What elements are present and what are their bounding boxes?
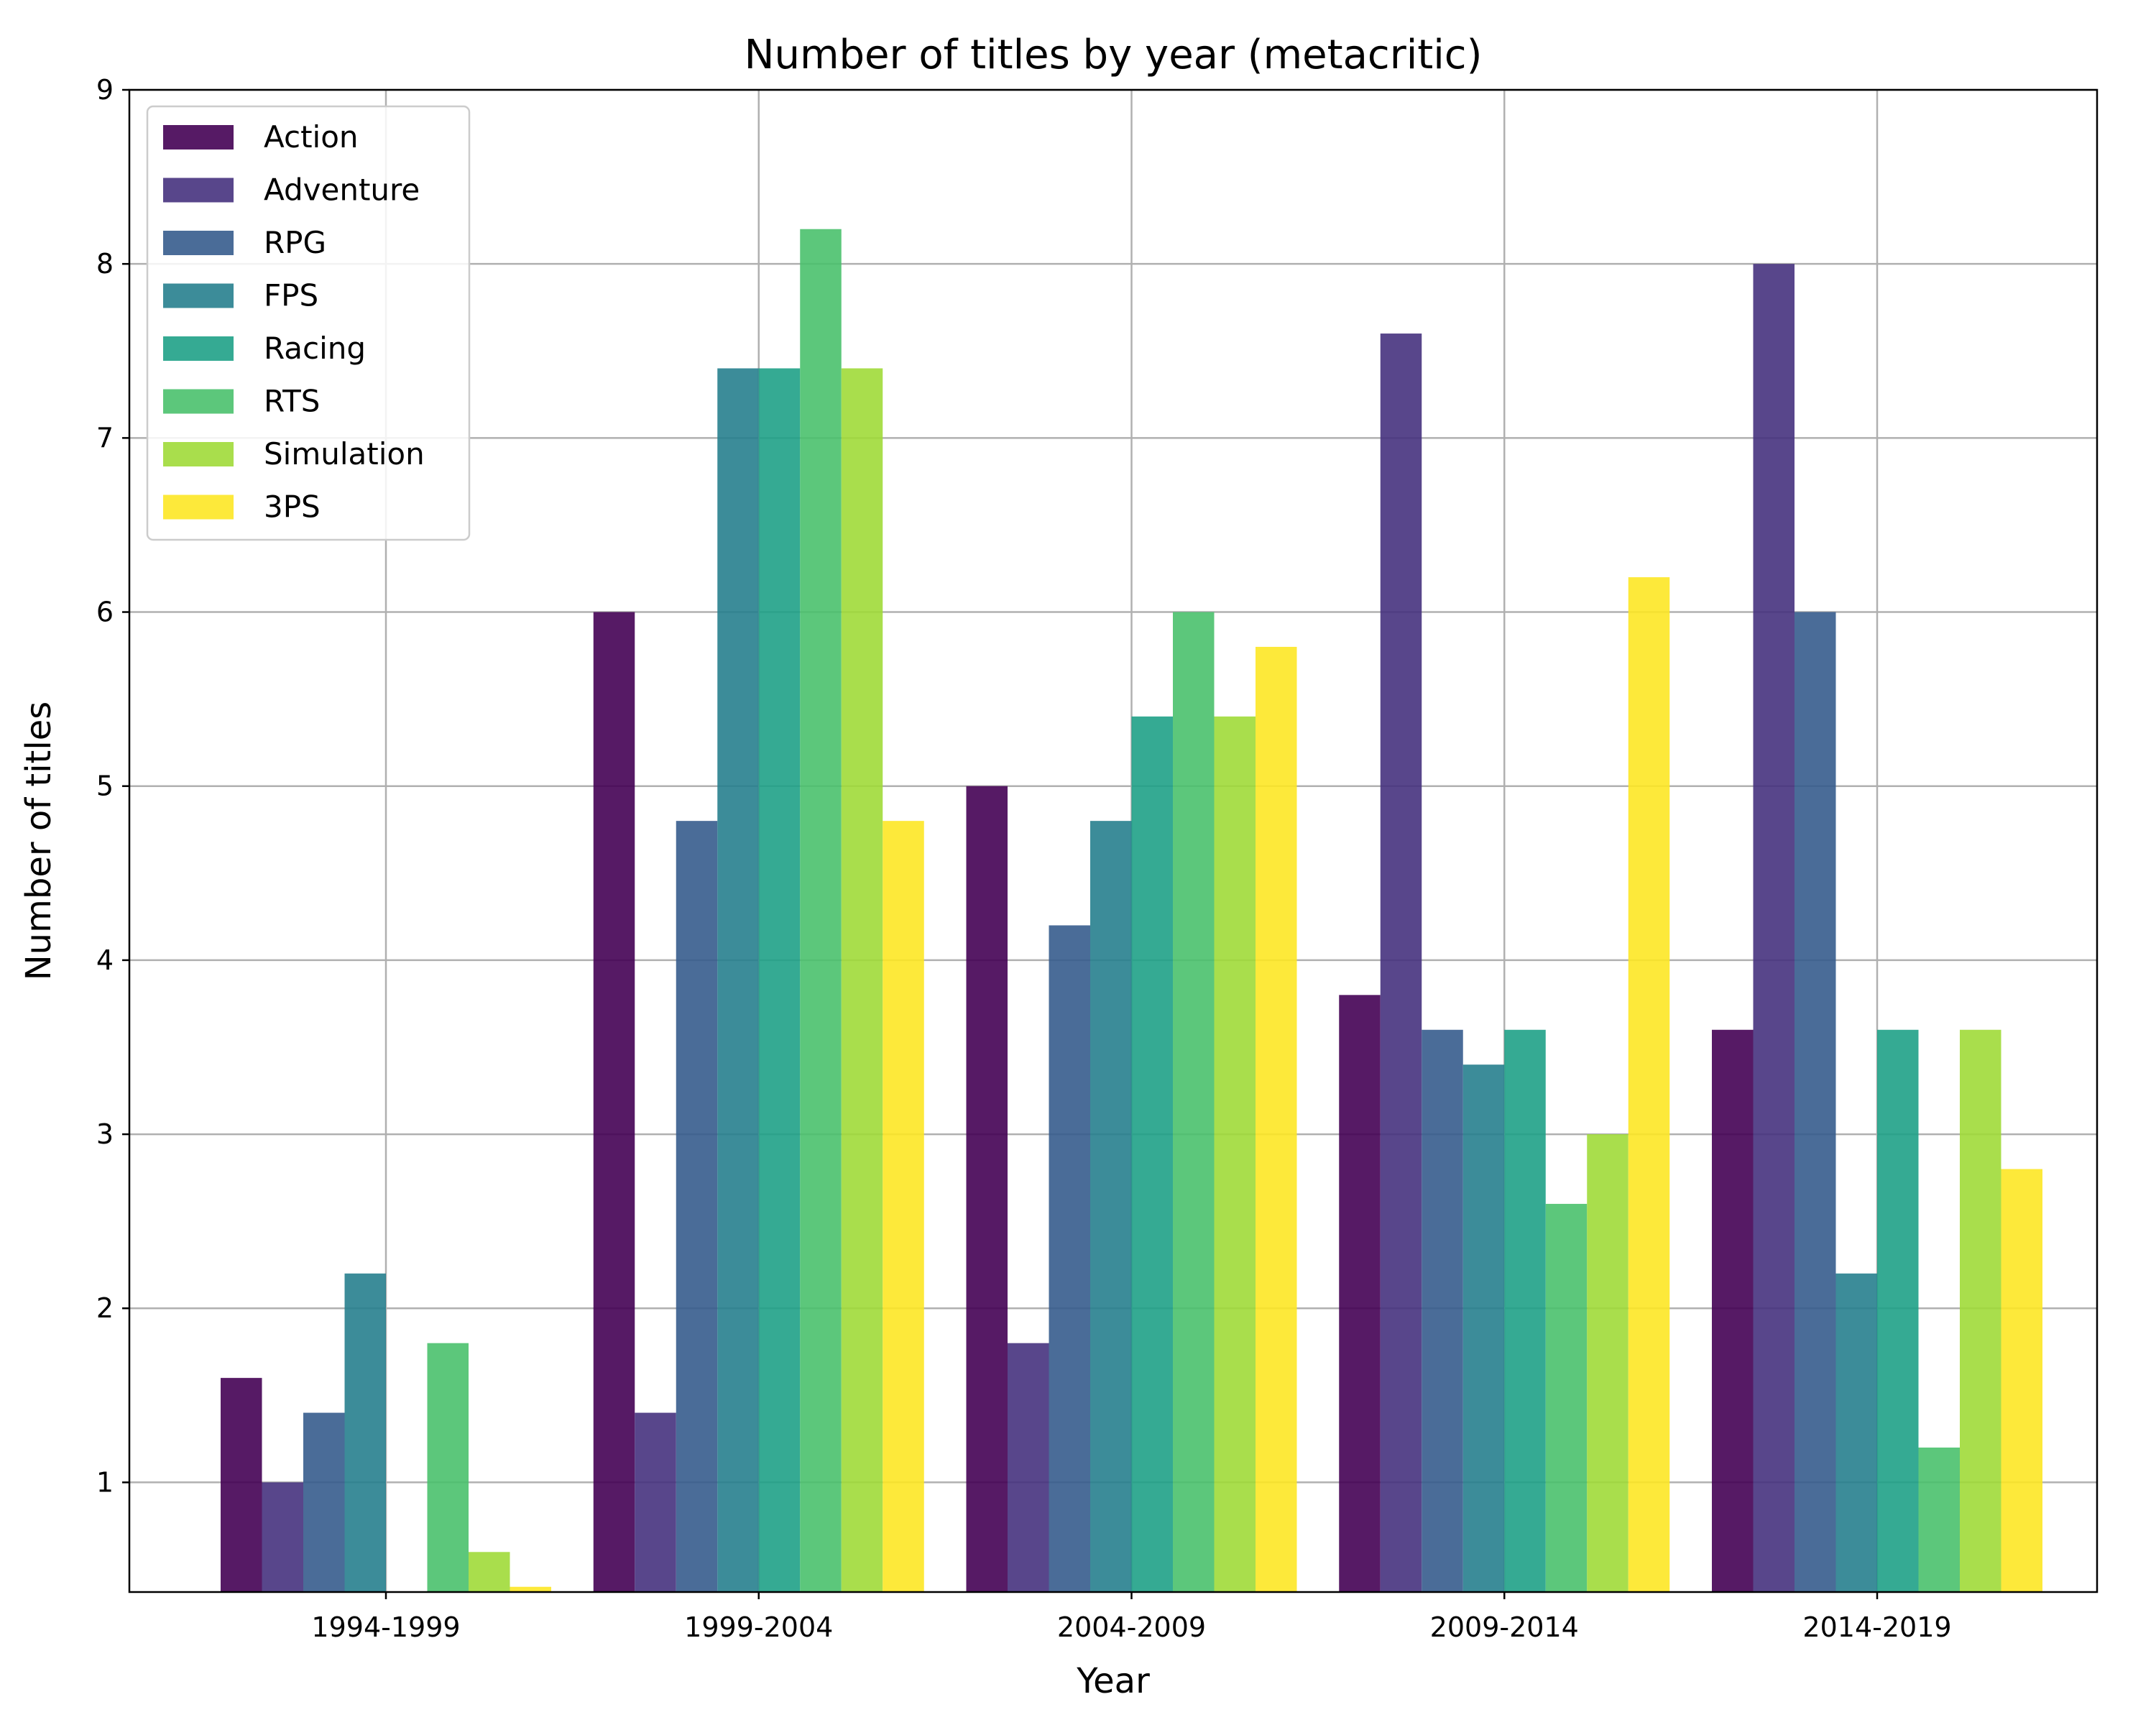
y-tick-label: 2 xyxy=(96,1292,114,1324)
bar-3ps-2004-2009 xyxy=(1256,646,1297,1593)
bar-simulation-2009-2014 xyxy=(1587,1134,1628,1592)
y-tick-label: 8 xyxy=(96,248,114,280)
bar-action-1999-2004 xyxy=(593,612,635,1592)
legend-label-3ps: 3PS xyxy=(264,489,321,525)
bar-3ps-2009-2014 xyxy=(1628,577,1670,1593)
legend-swatch-action xyxy=(163,125,234,150)
y-tick-label: 7 xyxy=(96,422,114,454)
legend-label-racing: Racing xyxy=(264,331,366,366)
legend-swatch-rts xyxy=(163,389,234,414)
bar-adventure-2014-2019 xyxy=(1753,264,1795,1592)
bar-action-2009-2014 xyxy=(1339,995,1381,1592)
bar-fps-2009-2014 xyxy=(1462,1064,1505,1592)
bar-action-1994-1999 xyxy=(221,1378,262,1592)
legend-label-rpg: RPG xyxy=(264,225,326,260)
legend-box xyxy=(146,105,471,541)
bar-simulation-1994-1999 xyxy=(469,1552,510,1592)
x-tick-label: 1994-1999 xyxy=(311,1611,460,1643)
chart-title: Number of titles by year (metacritic) xyxy=(745,32,1483,78)
bar-racing-2004-2009 xyxy=(1131,716,1173,1592)
legend-swatch-fps xyxy=(163,283,234,308)
bar-action-2014-2019 xyxy=(1712,1029,1754,1592)
bar-rts-2009-2014 xyxy=(1545,1203,1588,1592)
y-tick-label: 9 xyxy=(96,74,114,106)
bar-rpg-1994-1999 xyxy=(303,1412,345,1592)
bar-3ps-1999-2004 xyxy=(883,821,924,1592)
bar-fps-1999-2004 xyxy=(717,368,759,1592)
x-tick-label: 1999-2004 xyxy=(684,1611,833,1643)
y-tick-label: 4 xyxy=(96,944,114,976)
legend-swatch-adventure xyxy=(163,178,234,203)
bar-rpg-1999-2004 xyxy=(676,821,718,1592)
x-tick-label: 2014-2019 xyxy=(1802,1611,1951,1643)
bar-rpg-2009-2014 xyxy=(1422,1029,1463,1592)
y-tick-label: 1 xyxy=(96,1466,114,1498)
legend-swatch-simulation xyxy=(163,442,234,466)
plot-area-frame xyxy=(128,88,2099,1593)
legend-label-fps: FPS xyxy=(264,278,318,313)
y-tick-label: 6 xyxy=(96,597,114,628)
y-tick-label: 5 xyxy=(96,770,114,802)
bar-racing-1999-2004 xyxy=(758,368,801,1592)
legend-swatch-3ps xyxy=(163,494,234,520)
bar-rpg-2014-2019 xyxy=(1795,612,1836,1592)
bar-action-2004-2009 xyxy=(966,786,1008,1592)
legend-label-action: Action xyxy=(264,119,359,155)
y-tick-label: 3 xyxy=(96,1118,114,1150)
bar-fps-2004-2009 xyxy=(1090,821,1132,1592)
legend-swatch-racing xyxy=(163,336,234,361)
bar-rts-1994-1999 xyxy=(427,1343,469,1592)
legend-swatch-rpg xyxy=(163,231,234,255)
ticks-layer: 1 2 3 4 5 6 7 8 9 1994-1999 1999-2004 2004-2009 2009… xyxy=(96,74,1952,1643)
x-tick-label: 2004-2009 xyxy=(1057,1611,1206,1643)
bar-racing-2014-2019 xyxy=(1877,1029,1919,1592)
bar-simulation-2004-2009 xyxy=(1214,716,1256,1592)
bar-simulation-1999-2004 xyxy=(841,368,883,1592)
bar-3ps-1994-1999 xyxy=(510,1586,551,1592)
bar-adventure-1999-2004 xyxy=(635,1412,676,1592)
bar-rpg-2004-2009 xyxy=(1049,925,1090,1592)
bar-rts-1999-2004 xyxy=(800,229,842,1592)
bar-simulation-2014-2019 xyxy=(1960,1029,2001,1592)
bar-rts-2014-2019 xyxy=(1918,1447,1960,1592)
legend-label-adventure: Adventure xyxy=(264,172,420,208)
bars-layer xyxy=(221,229,2042,1593)
bar-fps-1994-1999 xyxy=(344,1273,386,1592)
bar-racing-2009-2014 xyxy=(1504,1029,1546,1592)
x-tick-label: 2009-2014 xyxy=(1430,1611,1579,1643)
legend-label-rts: RTS xyxy=(264,384,320,419)
bar-adventure-1994-1999 xyxy=(262,1482,303,1592)
bar-rts-2004-2009 xyxy=(1173,612,1215,1592)
x-axis-title: Year xyxy=(1076,1661,1150,1701)
bar-adventure-2004-2009 xyxy=(1008,1343,1049,1592)
bar-adventure-2009-2014 xyxy=(1380,334,1422,1593)
legend-label-simulation: Simulation xyxy=(264,436,425,472)
bar-3ps-2014-2019 xyxy=(2001,1169,2042,1592)
y-axis-title: Number of titles xyxy=(19,702,59,980)
legend: Action Adventure RPG FPS Racing RTS Simulation… xyxy=(146,105,471,541)
bar-fps-2014-2019 xyxy=(1835,1273,1877,1592)
